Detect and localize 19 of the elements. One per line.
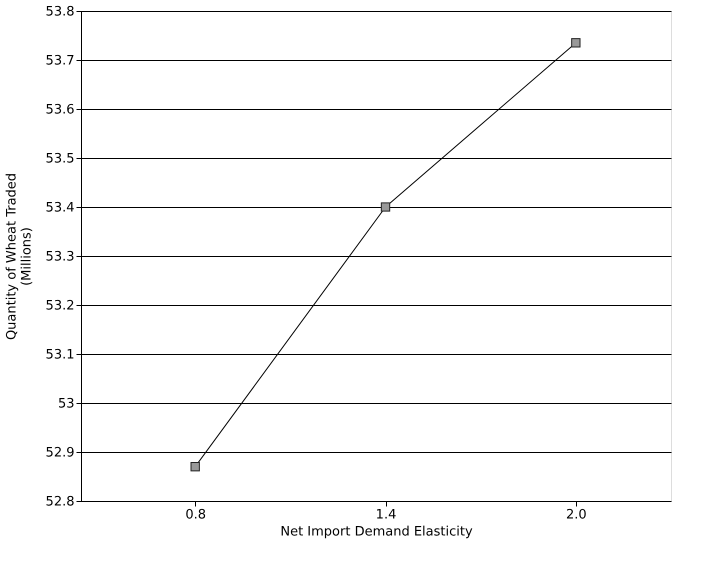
y-tick-label: 52.9: [46, 446, 74, 460]
x-tick-label: 2.0: [566, 508, 587, 522]
y-tick-label: 53.1: [46, 348, 74, 362]
y-tick-label: 53.3: [46, 250, 74, 264]
point: [571, 38, 581, 48]
y-tick-label: 52.8: [46, 494, 74, 510]
y-tick-label: 53.8: [46, 4, 74, 20]
x-tick-label: 1.4: [376, 508, 396, 522]
x-tick-label: 0.8: [185, 508, 206, 522]
y-tick-label: 53: [58, 396, 74, 412]
y-tick-label: 53.7: [46, 54, 74, 68]
y-tick-label: 53.4: [46, 200, 74, 216]
y-axis-title: Quantity of Wheat Traded (Millions): [4, 172, 35, 340]
y-tick-label: 53.6: [46, 102, 74, 118]
point: [380, 202, 390, 212]
y-tick-label: 53.5: [46, 152, 74, 166]
point: [190, 462, 200, 472]
x-axis-title: Net Import Demand Elasticity: [280, 524, 473, 540]
y-tick-label: 53.2: [46, 298, 74, 314]
